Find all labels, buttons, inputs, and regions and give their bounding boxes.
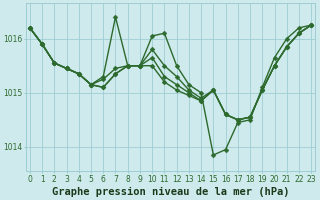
X-axis label: Graphe pression niveau de la mer (hPa): Graphe pression niveau de la mer (hPa) — [52, 186, 289, 197]
